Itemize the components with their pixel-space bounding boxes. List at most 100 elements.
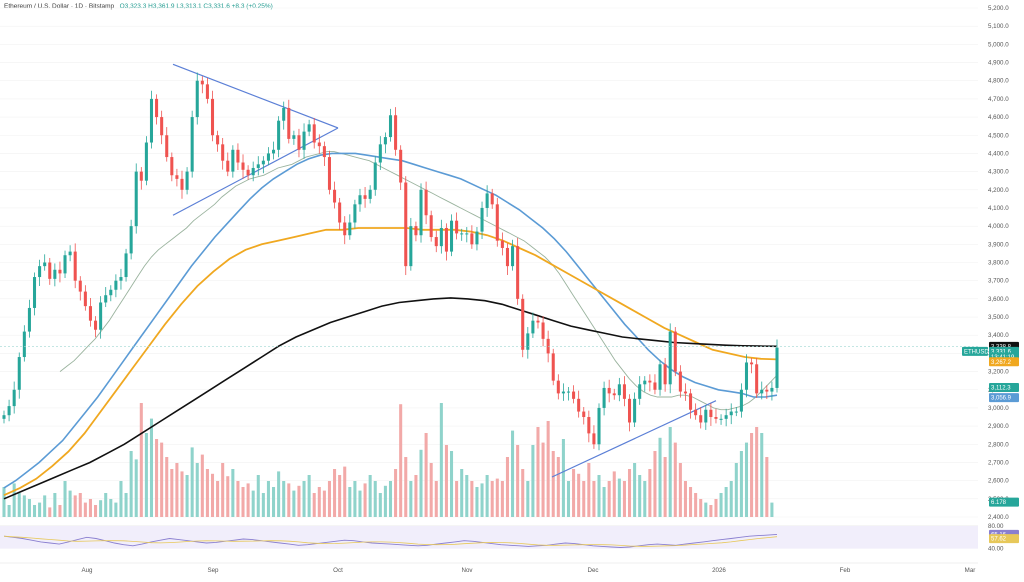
candle-body [475, 231, 479, 245]
candle-body [450, 220, 454, 252]
candle-body [231, 149, 235, 172]
y-tick-label: 5,100.0 [988, 23, 1009, 30]
volume-bar [597, 475, 601, 517]
volume-bar [694, 493, 698, 517]
candle-body [602, 387, 606, 408]
volume-bar [617, 478, 621, 517]
candle-body [455, 220, 459, 234]
volume-bar [627, 469, 632, 517]
candle-body [587, 417, 591, 434]
volume-bar [709, 505, 713, 517]
candle-body [236, 149, 240, 163]
candle-body [399, 149, 403, 183]
volume-bar [556, 457, 560, 517]
volume-bar [155, 439, 159, 517]
volume-bar [414, 475, 418, 517]
candle-body [180, 178, 184, 190]
volume-bar [58, 505, 62, 517]
volume-bar [216, 481, 220, 517]
volume-bar [322, 490, 326, 517]
volume-bar [195, 463, 199, 517]
volume-bar [338, 475, 342, 517]
volume-bar [668, 427, 672, 517]
rsi-ma-tag [989, 534, 1019, 544]
candle-body [185, 171, 189, 190]
candle-body [617, 384, 621, 396]
volume-bar [663, 457, 667, 517]
y-tick-label: 3,900.0 [988, 241, 1009, 248]
volume-bar [485, 475, 489, 517]
volume-bar [190, 447, 194, 517]
y-tick-label: 2,600.0 [988, 478, 1009, 485]
candle-body [119, 277, 123, 281]
candle-body [63, 255, 67, 274]
volume-bar [2, 487, 6, 517]
volume-bar [765, 457, 769, 517]
chart-header: Ethereum / U.S. Dollar · 1D · Bitstamp O… [4, 3, 273, 10]
candle-body [760, 389, 764, 394]
rsi-line [3, 533, 778, 548]
volume-bar [490, 481, 494, 517]
candle-body [592, 433, 596, 445]
y-tick-label: 3,200.0 [988, 369, 1009, 376]
candle-body [94, 320, 98, 330]
volume-bar [516, 445, 520, 517]
y-tick-label: 4,600.0 [988, 114, 1009, 121]
x-tick-label: Sep [207, 567, 219, 574]
candle-body [689, 393, 693, 410]
volume-bar [500, 481, 504, 517]
candle-body [17, 357, 21, 390]
candle-body [561, 391, 565, 394]
candle-body [134, 171, 138, 227]
symbol-title: Ethereum / U.S. Dollar · 1D · Bitstamp [4, 3, 115, 10]
candle-body [73, 251, 77, 281]
candle-body [439, 227, 443, 247]
candle-body [43, 262, 47, 267]
candle-body [658, 364, 662, 390]
candle-body [775, 347, 779, 388]
candle-body [216, 135, 220, 145]
candle-body [734, 411, 738, 413]
trendlines [172, 63, 717, 478]
volume-bar [170, 469, 174, 517]
volume-bar [272, 487, 276, 517]
candle-body [68, 251, 72, 256]
candle-body [302, 131, 306, 150]
time-axis: Aug Sep Oct Nov Dec 2026 Feb Mar [0, 562, 978, 574]
volume-bar [424, 433, 428, 517]
volume-bar [704, 502, 708, 517]
volume-bar [327, 481, 331, 517]
candle-body [744, 362, 749, 390]
volume-bar [521, 469, 525, 517]
sma50-line [3, 152, 778, 489]
volume-bar [409, 481, 413, 517]
candle-body [287, 107, 291, 139]
candle-body [144, 142, 148, 181]
volume-bar [180, 471, 184, 517]
sma100-line [3, 227, 778, 497]
candle-body [526, 333, 530, 350]
volume-bar [22, 495, 26, 517]
candle-body [648, 380, 652, 383]
y-tick-label: 4,500.0 [988, 132, 1009, 139]
candle-body [58, 269, 62, 274]
candle-body [429, 215, 433, 238]
volume-bar [68, 490, 72, 517]
candle-body [165, 135, 169, 158]
y-tick-label: 2,700.0 [988, 459, 1009, 466]
volume-bar [739, 451, 743, 517]
volume-bar [388, 481, 393, 517]
rsi-ma-line [3, 535, 778, 547]
y-tick-label: 2,800.0 [988, 441, 1009, 448]
candle-body [627, 398, 632, 423]
candle-body [709, 409, 713, 418]
volume-bar [658, 437, 662, 517]
x-tick-label: 2026 [712, 567, 726, 574]
volume-bar [12, 483, 16, 517]
candle-body [511, 246, 515, 267]
volume-bar [551, 451, 555, 517]
candle-body [516, 246, 520, 299]
candle-body [256, 164, 260, 168]
volume-bar [185, 475, 189, 517]
